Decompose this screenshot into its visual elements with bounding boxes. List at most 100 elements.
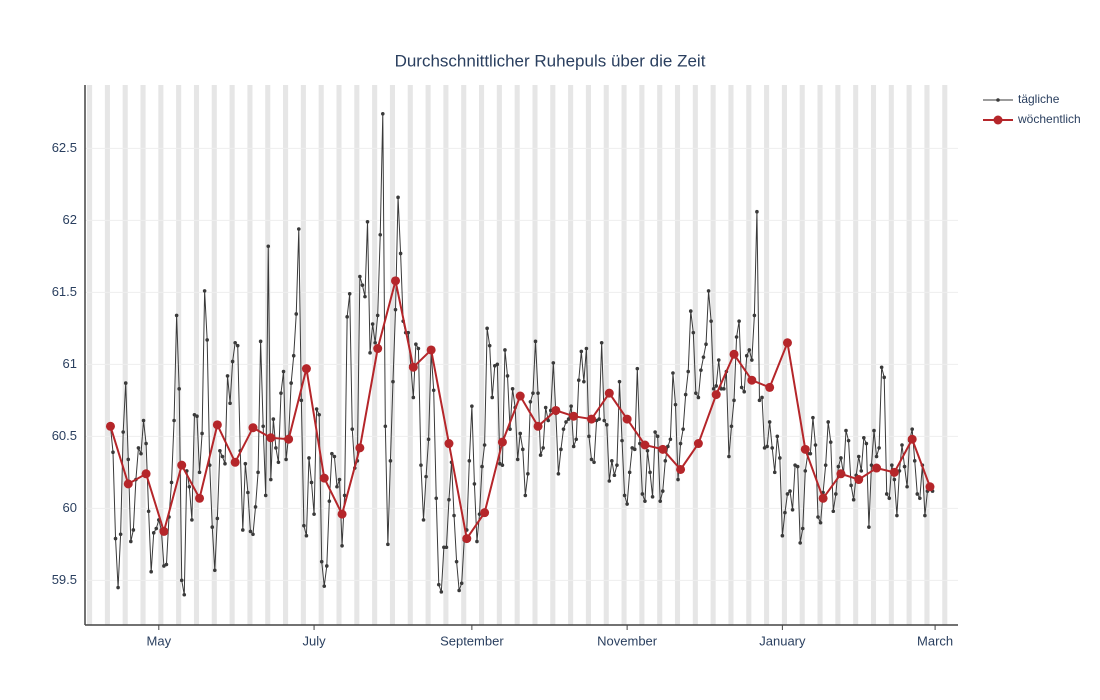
weekend-band [568,85,574,625]
data-point [378,232,383,237]
data-point [317,412,321,417]
data-point [734,335,739,339]
data-point [622,493,627,498]
data-point [856,454,861,459]
data-point [655,434,660,439]
data-point [879,365,884,370]
data-point [337,509,347,519]
data-point [223,461,227,466]
data-point [393,307,398,312]
data-point [882,375,886,380]
chart-title: Durchschnittlicher Ruhepuls über die Zei… [395,51,706,70]
data-point [436,582,441,587]
data-point [709,319,713,323]
data-point [701,355,706,359]
data-point [592,460,596,465]
data-point [294,312,299,316]
data-point [177,387,181,391]
y-tick-label: 60.5 [52,428,77,443]
data-point [302,523,306,528]
weekend-band [799,85,805,625]
data-point [615,463,619,467]
data-point [482,443,487,447]
data-point [452,513,456,518]
data-point [890,463,894,467]
data-point [813,443,818,447]
data-point [190,518,194,522]
weekend-band [906,85,912,625]
data-point [414,342,418,347]
data-point [225,374,230,378]
data-point [714,384,719,388]
data-point [268,477,273,482]
data-point [182,592,187,597]
data-point [775,434,780,439]
data-point [760,395,764,400]
data-point [686,369,691,374]
y-tick-label: 59.5 [52,572,77,587]
data-point [289,381,293,385]
data-point [757,398,762,403]
data-point [732,398,736,403]
data-point [141,418,146,423]
data-point [500,463,505,467]
data-point [546,418,551,423]
data-point [872,428,876,433]
data-point [912,459,917,463]
x-tick-label: March [917,633,953,648]
data-point [258,339,263,344]
data-point [426,345,436,355]
data-point [704,342,708,347]
data-point [123,381,128,385]
data-point [159,526,169,536]
x-tick-label: November [597,633,658,648]
data-point [887,496,892,501]
data-point [256,470,260,475]
data-point [241,528,245,532]
weekend-band [176,85,182,625]
data-point [480,508,490,518]
data-point [660,489,665,493]
data-point [299,398,304,403]
data-point [755,209,759,214]
weekend-band [425,85,431,625]
weekend-band [87,85,93,625]
data-point [729,349,739,359]
data-point [765,382,775,392]
data-point [129,539,133,544]
data-point [213,568,217,573]
x-tick-label: May [147,633,172,648]
data-point [126,457,131,462]
data-point [360,283,365,287]
data-point [210,525,215,529]
y-tick-label: 61 [63,356,77,371]
data-point [309,480,314,485]
data-point [561,427,566,431]
data-point [391,276,401,286]
data-point [874,454,879,459]
data-point [141,469,151,479]
data-point [319,559,324,564]
data-point [421,518,426,522]
data-point [587,434,591,439]
data-point [658,444,668,454]
data-point [699,368,703,372]
data-point [676,477,680,482]
data-point [391,379,395,384]
data-point [505,374,510,378]
data-point [803,469,808,473]
data-point [151,531,156,535]
data-point [431,388,436,393]
legend-label: tägliche [1018,92,1060,106]
data-point [246,490,250,495]
data-point [765,444,769,449]
data-point [694,391,698,395]
data-point [795,464,800,469]
data-point [905,484,909,489]
data-point [218,448,222,453]
data-point [737,319,741,323]
weekend-band [835,85,841,625]
weekend-band [247,85,253,625]
data-point [116,585,120,590]
data-point [579,349,584,354]
